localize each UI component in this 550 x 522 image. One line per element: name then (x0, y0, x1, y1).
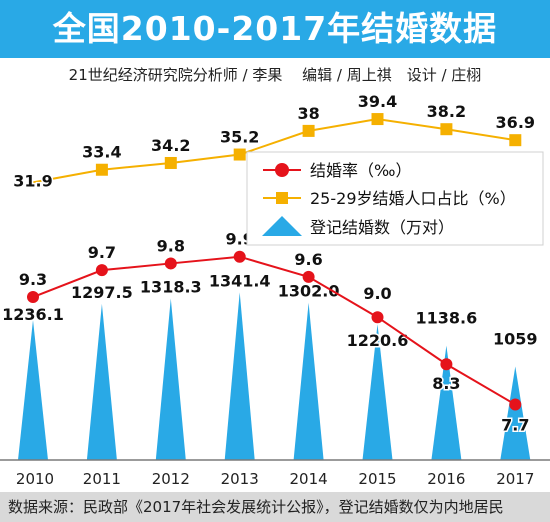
marriage-rate-label: 9.8 (157, 236, 185, 255)
registration-label: 1341.4 (209, 271, 271, 290)
x-tick-label: 2012 (152, 470, 190, 488)
marriage-rate-point (27, 291, 39, 304)
age-share-label: 31.9 (13, 171, 52, 190)
marriage-rate-label: 9.3 (19, 270, 47, 289)
registration-label: 1302.0 (278, 282, 340, 301)
marriage-rate-label: 9.0 (363, 284, 391, 303)
page-title: 全国2010-2017年结婚数据 (52, 9, 498, 48)
registration-spike (431, 345, 462, 460)
x-tick-label: 2014 (290, 470, 328, 488)
legend-reg-marker (262, 216, 302, 236)
registration-label: 1059 (493, 330, 538, 349)
legend-rate-label: 结婚率（‰） (310, 161, 411, 180)
legend-share-label: 25-29岁结婚人口占比（%） (310, 189, 516, 208)
registration-label: 1220.6 (347, 331, 409, 350)
age-share-label: 36.9 (496, 113, 535, 132)
registration-spike (86, 303, 117, 460)
age-share-point (509, 134, 522, 147)
age-share-label: 34.2 (151, 136, 190, 155)
registrations-series: 1236.1 1297.5 1318.3 1341.4 1302.0 1220.6 1138… (1, 270, 539, 460)
x-tick-label: 2011 (83, 470, 121, 488)
marriage-rate-point (302, 270, 315, 283)
age-share-label: 35.2 (220, 128, 259, 147)
registration-label: 1236.1 (2, 305, 64, 324)
age-share-point (440, 123, 453, 136)
marriage-rate-label: 7.7 (501, 416, 529, 435)
age-share-label: 33.4 (82, 143, 121, 162)
age-share-label: 39.4 (358, 92, 397, 111)
age-share-label: 38.2 (427, 102, 466, 121)
legend: 结婚率（‰） 25-29岁结婚人口占比（%） 登记结婚数（万对） (246, 151, 544, 246)
source-bar (0, 492, 550, 522)
credits: 21世纪经济研究院分析师 / 李果 编辑 / 周上祺 设计 / 庄栩 (68, 66, 482, 84)
title-bar (0, 0, 550, 58)
age-share-point (371, 113, 384, 126)
x-tick-label: 2017 (496, 470, 534, 488)
marriage-rate-point (233, 250, 246, 263)
marriage-rate-line (32, 255, 516, 406)
registration-label: 1297.5 (71, 283, 133, 302)
registration-spike (224, 292, 255, 460)
legend-rate-marker (275, 163, 289, 177)
registration-label: 1138.6 (416, 309, 478, 328)
age-share-point (95, 163, 108, 176)
x-tick-label: 2010 (16, 470, 54, 488)
marriage-rate-point (164, 257, 177, 270)
registration-spike (362, 324, 393, 460)
source-note: 数据来源：民政部《2017年社会发展统计公报》，登记结婚数仅为内地居民 (8, 498, 504, 516)
x-tick-label: 2013 (221, 470, 259, 488)
age-share-point (302, 124, 315, 137)
marriage-rate-label: 8.3 (432, 374, 460, 393)
registration-spike (293, 302, 324, 460)
marriage-rate-label: 9.7 (88, 243, 116, 262)
legend-share-marker (276, 192, 288, 204)
registration-spike (155, 298, 186, 460)
age-share-point (164, 156, 177, 169)
marriage-rate-label: 9.6 (294, 250, 322, 269)
registration-spike (18, 320, 48, 460)
marriage-rate-point (509, 398, 522, 411)
registration-label: 1318.3 (140, 277, 202, 296)
age-share-point (233, 148, 246, 161)
x-tick-label: 2016 (427, 470, 465, 488)
age-share-series: 31.9 33.4 34.2 35.2 38 39.4 38.2 36.9 (12, 91, 537, 192)
registration-spike (500, 366, 531, 460)
marriage-rate-point (440, 358, 453, 371)
marriage-rate-point (95, 264, 108, 277)
age-share-label: 38 (297, 104, 319, 123)
marriage-chart: 1236.1 1297.5 1318.3 1341.4 1302.0 1220.6 1138… (0, 91, 550, 488)
x-axis: 2010 2011 2012 2013 2014 2015 2016 2017 (0, 459, 550, 488)
x-tick-label: 2015 (358, 470, 396, 488)
age-share-line (32, 118, 516, 184)
marriage-rate-point (371, 311, 384, 324)
legend-reg-label: 登记结婚数（万对） (310, 218, 454, 237)
